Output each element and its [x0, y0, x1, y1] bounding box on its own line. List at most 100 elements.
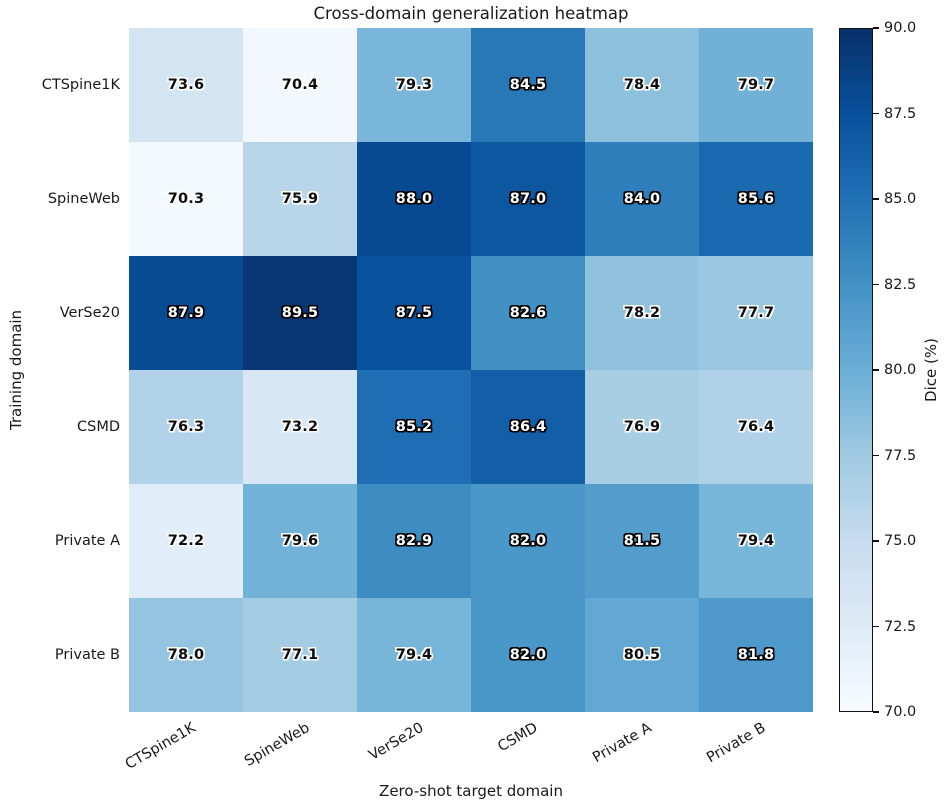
y-tick-label: Private A: [54, 533, 120, 549]
cell-value-label: 76.9: [623, 419, 661, 435]
heatmap-cell: 85.6: [699, 142, 813, 256]
cell-value-label: 86.4: [509, 419, 547, 435]
heatmap-cell: 89.5: [243, 256, 357, 370]
heatmap-cell: 73.6: [129, 28, 243, 142]
y-tick-label: Private B: [54, 647, 120, 663]
cell-value-label: 70.3: [167, 191, 205, 207]
cell-value-label: 79.4: [395, 647, 433, 663]
colorbar-gradient: [839, 28, 873, 712]
heatmap-cell: 79.4: [357, 598, 471, 712]
heatmap-cell: 76.4: [699, 370, 813, 484]
heatmap-cell: 76.9: [585, 370, 699, 484]
heatmap-cell: 82.6: [471, 256, 585, 370]
colorbar-tick-mark: [873, 27, 879, 29]
heatmap-cell: 87.0: [471, 142, 585, 256]
colorbar-tick-label: 77.5: [884, 447, 917, 464]
x-axis-title: Zero-shot target domain: [379, 782, 563, 800]
cell-value-label: 79.4: [737, 533, 775, 549]
colorbar-tick-label: 70.0: [884, 704, 917, 720]
colorbar-tick-label: 75.0: [884, 533, 917, 549]
cell-value-label: 81.8: [737, 647, 775, 663]
cell-value-label: 76.3: [167, 419, 205, 435]
cell-value-label: 76.4: [737, 419, 775, 435]
cell-value-label: 85.2: [395, 419, 433, 435]
colorbar-tick-mark: [873, 454, 879, 457]
cell-value-label: 78.0: [167, 647, 205, 663]
colorbar-tick-label: 85.0: [884, 191, 917, 207]
heatmap-cell: 70.4: [243, 28, 357, 142]
heatmap-cell: 78.2: [585, 256, 699, 370]
chart-title: Cross-domain generalization heatmap: [313, 4, 629, 23]
cell-value-label: 73.6: [167, 77, 205, 93]
colorbar-tick-mark: [873, 198, 879, 200]
cell-value-label: 73.2: [281, 419, 319, 435]
colorbar-tick-label: 72.5: [884, 618, 917, 635]
heatmap-cell: 82.0: [471, 484, 585, 598]
cell-value-label: 89.5: [281, 305, 319, 321]
heatmap-cell: 88.0: [357, 142, 471, 256]
heatmap-cell: 84.0: [585, 142, 699, 256]
cell-value-label: 82.0: [509, 647, 547, 663]
cell-value-label: 84.5: [509, 77, 547, 93]
heatmap-cell: 82.0: [471, 598, 585, 712]
cell-value-label: 79.6: [281, 533, 319, 549]
cell-value-label: 79.7: [737, 77, 775, 93]
cell-value-label: 77.1: [281, 647, 319, 663]
cell-value-label: 72.2: [167, 533, 205, 549]
colorbar-axis-title: Dice (%): [922, 338, 940, 402]
heatmap-cell: 79.3: [357, 28, 471, 142]
cell-value-label: 82.6: [509, 305, 547, 321]
colorbar-tick-mark: [873, 369, 879, 371]
heatmap-cell: 84.5: [471, 28, 585, 142]
x-tick-label: SpineWeb: [241, 719, 313, 770]
colorbar-tick-mark: [873, 711, 879, 713]
cell-value-label: 87.5: [395, 305, 433, 321]
heatmap-cell: 81.8: [699, 598, 813, 712]
colorbar-tick-label: 82.5: [884, 276, 917, 293]
colorbar-tick-label: 90.0: [884, 20, 917, 36]
colorbar-tick-mark: [873, 540, 879, 542]
heatmap-cell: 73.2: [243, 370, 357, 484]
colorbar-tick-mark: [873, 625, 879, 628]
heatmap-cell: 85.2: [357, 370, 471, 484]
heatmap-cell: 79.4: [699, 484, 813, 598]
cell-value-label: 87.9: [167, 305, 205, 321]
heatmap-cell: 87.9: [129, 256, 243, 370]
heatmap-grid: 73.6 70.4 79.3 84.5 78.4 79.7 70.3 75.9 88.0 87.0…: [129, 28, 813, 712]
y-tick-label: CTSpine1K: [41, 77, 120, 93]
heatmap-cell: 78.4: [585, 28, 699, 142]
heatmap-cell: 87.5: [357, 256, 471, 370]
cell-value-label: 75.9: [281, 191, 319, 207]
heatmap-cell: 79.6: [243, 484, 357, 598]
cell-value-label: 78.4: [623, 77, 661, 93]
y-tick-label: CSMD: [76, 419, 120, 435]
colorbar-tick-mark: [873, 283, 879, 286]
x-tick-label: Private B: [704, 719, 769, 767]
heatmap-cell: 78.0: [129, 598, 243, 712]
heatmap-cell: 81.5: [585, 484, 699, 598]
cell-value-label: 82.9: [395, 533, 433, 549]
y-tick-label: SpineWeb: [47, 191, 120, 207]
cell-value-label: 84.0: [623, 191, 661, 207]
colorbar-tick-label: 87.5: [884, 105, 917, 122]
heatmap-cell: 70.3: [129, 142, 243, 256]
heatmap-cell: 72.2: [129, 484, 243, 598]
cell-value-label: 77.7: [737, 305, 775, 321]
heatmap-cell: 82.9: [357, 484, 471, 598]
heatmap-cell: 77.1: [243, 598, 357, 712]
y-axis-title: Training domain: [7, 309, 25, 431]
x-tick-label: CTSpine1K: [122, 719, 199, 773]
heatmap-cell: 79.7: [699, 28, 813, 142]
heatmap-cell: 77.7: [699, 256, 813, 370]
heatmap-cell: 86.4: [471, 370, 585, 484]
cell-value-label: 79.3: [395, 77, 433, 93]
colorbar-tick-label: 80.0: [884, 362, 917, 378]
cell-value-label: 70.4: [281, 77, 319, 93]
y-tick-label: VerSe20: [59, 305, 120, 321]
cell-value-label: 87.0: [509, 191, 547, 207]
cell-value-label: 81.5: [623, 533, 661, 549]
cell-value-label: 80.5: [623, 647, 661, 663]
cell-value-label: 82.0: [509, 533, 547, 549]
heatmap-cell: 75.9: [243, 142, 357, 256]
